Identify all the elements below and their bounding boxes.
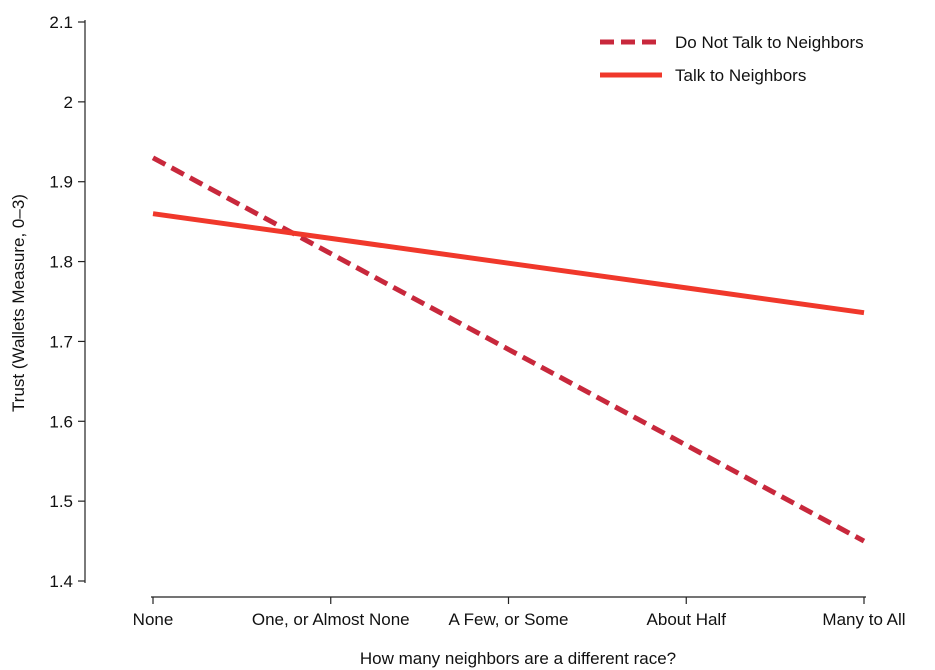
legend: Do Not Talk to Neighbors Talk to Neighbor… xyxy=(600,33,864,85)
y-tick-label: 1.6 xyxy=(49,412,73,431)
y-tick-label: 2 xyxy=(64,93,73,112)
series-line-do-not-talk xyxy=(151,155,866,544)
y-tick-label: 2.1 xyxy=(49,13,73,32)
x-tick-label: One, or Almost None xyxy=(252,610,410,629)
legend-label: Talk to Neighbors xyxy=(675,66,806,85)
x-tick-label: A Few, or Some xyxy=(449,610,569,629)
x-tick-label: None xyxy=(133,610,174,629)
y-tick-label: 1.4 xyxy=(49,572,73,591)
x-tick-label: About Half xyxy=(647,610,727,629)
legend-label: Do Not Talk to Neighbors xyxy=(675,33,864,52)
y-axis: 1.4 1.5 1.6 1.7 1.8 1.9 2 2.1 xyxy=(49,13,86,591)
x-tick-label: Many to All xyxy=(822,610,905,629)
y-tick-label: 1.8 xyxy=(49,253,73,272)
x-axis-title: How many neighbors are a different race? xyxy=(360,649,676,668)
series-line-talk xyxy=(152,211,865,316)
y-tick-label: 1.7 xyxy=(49,332,73,351)
plot-area xyxy=(151,155,866,544)
y-tick-label: 1.5 xyxy=(49,492,73,511)
y-axis-title: Trust (Wallets Measure, 0–3) xyxy=(9,194,28,412)
y-tick-label: 1.9 xyxy=(49,173,73,192)
x-axis: None One, or Almost None A Few, or Some Abo… xyxy=(133,596,906,629)
